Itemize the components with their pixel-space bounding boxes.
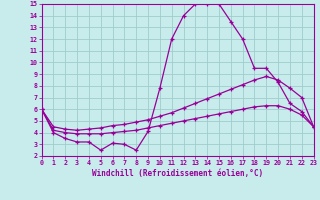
X-axis label: Windchill (Refroidissement éolien,°C): Windchill (Refroidissement éolien,°C) — [92, 169, 263, 178]
